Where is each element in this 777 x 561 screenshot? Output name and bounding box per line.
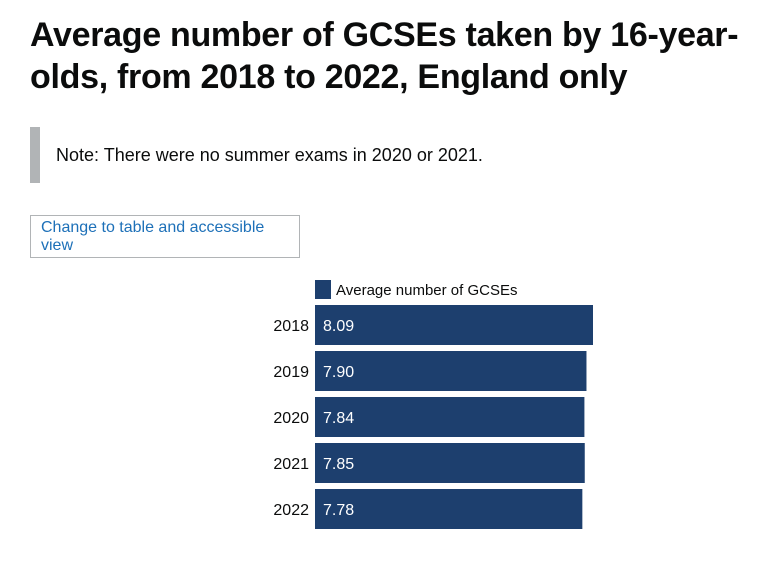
- bar-2022: [315, 489, 583, 529]
- bar-2021: [315, 443, 585, 483]
- y-tick-label: 2022: [273, 502, 309, 519]
- legend-swatch: [315, 280, 331, 299]
- y-tick-label: 2019: [273, 364, 309, 381]
- bar-value-label: 7.90: [323, 364, 354, 381]
- y-tick-label: 2018: [273, 318, 309, 335]
- bar-value-label: 7.84: [323, 410, 354, 427]
- note-text: Note: There were no summer exams in 2020…: [56, 144, 483, 165]
- bar-value-label: 7.78: [323, 502, 354, 519]
- page-title: Average number of GCSEs taken by 16-year…: [30, 16, 739, 96]
- bar-2019: [315, 351, 587, 391]
- bar-value-label: 7.85: [323, 456, 354, 473]
- bar-value-label: 8.09: [323, 318, 354, 335]
- y-tick-label: 2021: [273, 456, 309, 473]
- legend-label: Average number of GCSEs: [336, 282, 517, 299]
- y-tick-label: 2020: [273, 410, 309, 427]
- note-callout: Note: There were no summer exams in 2020…: [30, 127, 630, 183]
- bar-2018: [315, 305, 593, 345]
- bar-2020: [315, 397, 585, 437]
- change-view-button[interactable]: Change to table and accessible view: [30, 215, 300, 258]
